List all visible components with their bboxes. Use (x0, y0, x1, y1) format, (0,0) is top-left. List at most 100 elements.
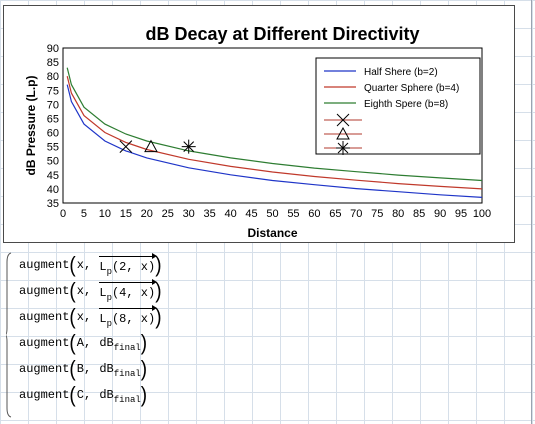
open-paren: ( (69, 330, 76, 356)
vectorize-arrow-icon (152, 253, 158, 259)
trace-expression[interactable]: augment(C, dB final) (19, 384, 147, 406)
y-tick-label: 90 (47, 43, 59, 55)
argument-one: x, (76, 284, 92, 298)
marker-triangle (144, 139, 158, 153)
function-name: augment (19, 362, 70, 376)
x-tick-label: 75 (371, 208, 383, 220)
function-name: augment (19, 336, 70, 350)
argument-one: x, (76, 310, 92, 324)
y-tick-label: 50 (47, 156, 59, 168)
x-tick-label: 80 (392, 208, 404, 220)
argument-subscript: p (106, 319, 112, 329)
x-tick-label: 30 (183, 208, 195, 220)
argument-base: dB (99, 388, 114, 402)
function-name: augment (19, 258, 70, 272)
vectorize-arrow-icon (152, 305, 158, 311)
x-tick-label: 50 (266, 208, 278, 220)
y-tick-label: 60 (47, 128, 59, 140)
x-tick-label: 70 (350, 208, 362, 220)
argument-base: dB (99, 336, 114, 350)
vectorize-arrow-icon (152, 279, 158, 285)
argument-call: (8, x) (111, 312, 156, 326)
argument-subscript: final (113, 395, 141, 405)
x-tick-label: 65 (329, 208, 341, 220)
argument-base: L (99, 312, 107, 326)
y-tick-label: 65 (47, 113, 59, 125)
spacer (92, 336, 99, 350)
y-tick-label: 55 (47, 142, 59, 154)
series-line-3 (66, 67, 483, 182)
spacer (92, 258, 99, 272)
argument-base: L (99, 260, 107, 274)
argument-two: dB final (99, 362, 141, 379)
legend-marker-triangle (336, 126, 350, 140)
close-paren: ) (155, 252, 162, 278)
x-tick-label: 60 (308, 208, 320, 220)
legend-marker-x (336, 113, 350, 127)
series-line-1 (66, 84, 483, 198)
decay-chart[interactable]: dB Decay at Different Directivity 35 40 45 5… (4, 6, 514, 242)
close-paren: ) (155, 278, 162, 304)
x-tick-label: 35 (204, 208, 216, 220)
close-paren: ) (140, 356, 148, 382)
legend-marker-asterisk (336, 141, 350, 155)
argument-base: L (99, 286, 107, 300)
x-axis-label: Distance (247, 226, 297, 240)
vectorize-bar (99, 308, 156, 309)
spacer (92, 284, 99, 298)
y-axis-label: dB Pressure (L.p) (24, 75, 38, 175)
y-tick-label: 45 (47, 170, 59, 182)
x-tick-label: 95 (455, 208, 467, 220)
argument-subscript: p (106, 293, 112, 303)
chart-title: dB Decay at Different Directivity (145, 24, 419, 44)
x-tick-label: 5 (81, 208, 87, 220)
open-paren: ( (69, 356, 76, 382)
plot-region[interactable]: dB Decay at Different Directivity 35 40 45 5… (3, 5, 515, 243)
close-paren: ) (155, 304, 162, 330)
y-tick-label: 40 (47, 184, 59, 196)
y-tick-label: 75 (47, 85, 59, 97)
x-tick-label: 25 (162, 208, 174, 220)
trace-expression[interactable]: augment(A, dB final) (19, 332, 147, 354)
legend-label-1: Half Shere (b=2) (364, 67, 438, 78)
trace-expression[interactable]: augment(B, dB final) (19, 358, 147, 380)
x-tick-label: 15 (120, 208, 132, 220)
x-tick-label: 55 (287, 208, 299, 220)
close-paren: ) (140, 382, 148, 408)
argument-one: A, (76, 336, 92, 350)
y-tick-label: 70 (47, 99, 59, 111)
plot-frame (62, 47, 483, 204)
close-paren: ) (140, 330, 148, 356)
x-tick-label: 100 (473, 208, 491, 220)
marker-asterisk (181, 139, 196, 154)
argument-subscript: final (113, 369, 141, 379)
open-paren: ( (69, 252, 76, 278)
spacer (92, 362, 99, 376)
argument-two: dB final (99, 388, 141, 405)
function-name: augment (19, 310, 70, 324)
spacer (92, 388, 99, 402)
x-tick-label: 45 (245, 208, 257, 220)
legend-label-2: Quarter Sphere (b=4) (364, 83, 459, 94)
argument-subscript: final (113, 343, 141, 353)
y-tick-label: 80 (47, 71, 59, 83)
vectorize-bar (99, 282, 156, 283)
x-tick-label: 85 (413, 208, 425, 220)
x-tick-label: 40 (224, 208, 236, 220)
vectorize-bar (99, 256, 156, 257)
argument-call: (4, x) (111, 286, 156, 300)
argument-one: C, (76, 388, 92, 402)
open-paren: ( (69, 382, 76, 408)
open-paren: ( (69, 278, 76, 304)
x-tick-label: 0 (60, 208, 66, 220)
